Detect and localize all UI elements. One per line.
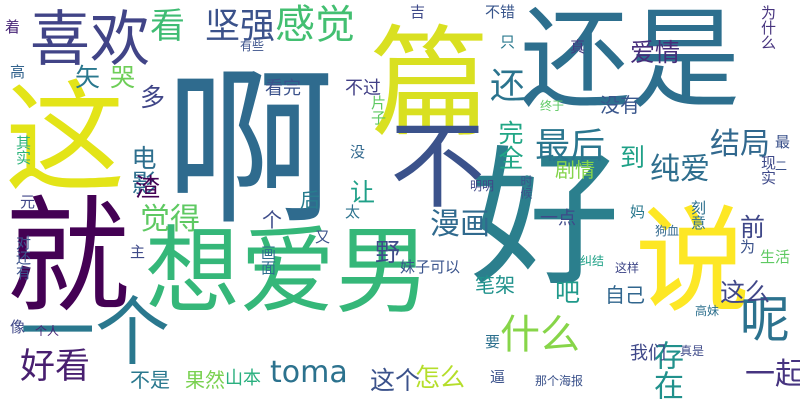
word: 对还有: [14, 235, 32, 280]
word: 多: [140, 83, 166, 112]
word: 真: [570, 38, 586, 56]
word: 不错: [485, 3, 516, 21]
word: 山本: [225, 368, 261, 389]
word: 纯爱: [650, 152, 710, 187]
word: 看完: [265, 78, 301, 99]
word: 个人: [35, 324, 60, 338]
word: 好: [470, 133, 621, 307]
word: 好看: [20, 347, 91, 387]
word: 二: [775, 159, 788, 173]
word: 觉得: [140, 202, 200, 237]
word: 高妹: [695, 304, 720, 318]
word: 现实: [759, 155, 777, 185]
word: 生活: [760, 248, 791, 266]
word: 这么: [720, 278, 771, 307]
word: 有些: [240, 39, 265, 53]
word: toma: [270, 355, 348, 390]
word: 吉: [410, 3, 426, 21]
word: 狗血: [655, 224, 680, 238]
word: 就: [5, 185, 130, 330]
word: 为: [740, 238, 756, 256]
word: 只: [500, 33, 516, 51]
word: 高: [10, 63, 26, 81]
word: 明明: [470, 179, 495, 193]
word: 又: [315, 228, 331, 246]
word: 什么: [500, 312, 580, 358]
word: 我们: [630, 343, 666, 364]
word: 个: [262, 208, 282, 232]
word: 元: [20, 193, 36, 211]
word: 还: [490, 67, 526, 107]
word: 那个海报: [535, 374, 584, 388]
word: 还是: [520, 0, 740, 124]
word: 喜欢: [30, 5, 150, 75]
word: 像: [10, 318, 26, 336]
word: 果然: [185, 368, 225, 392]
word: 结局: [710, 127, 770, 162]
word: 啊: [165, 51, 336, 249]
word: 矢: [75, 63, 101, 92]
word: 吧: [555, 278, 581, 307]
word: 漫画: [430, 207, 490, 242]
word: 怎么: [415, 363, 466, 392]
word: 感觉: [275, 2, 355, 48]
word: 坚强: [205, 7, 276, 47]
word: 到: [620, 143, 646, 172]
word: 最: [775, 133, 791, 151]
word: 渣: [135, 173, 161, 202]
word: 刻意: [689, 200, 707, 230]
word: 让: [350, 178, 376, 207]
word: 呢: [740, 291, 790, 349]
word: 逼: [490, 368, 506, 386]
word: 一个: [20, 288, 171, 376]
word: 片子: [369, 95, 387, 125]
word: 哭: [110, 63, 136, 92]
word: 时候: [519, 175, 533, 199]
word: 为什么: [759, 5, 777, 50]
word: 前: [740, 213, 766, 242]
word: 终于: [540, 99, 565, 113]
word: 一点: [540, 208, 576, 229]
word: 没: [350, 143, 366, 161]
word: 爱情: [630, 38, 681, 67]
word: 剧情: [555, 158, 595, 182]
word: 要: [485, 333, 501, 351]
word: 篇: [370, 15, 490, 154]
word: 这个: [370, 366, 421, 395]
word: 不是: [130, 368, 170, 392]
word: 主: [130, 243, 146, 261]
word: 想爱男: [145, 217, 431, 327]
word: 后: [300, 188, 320, 212]
word: 看: [150, 7, 186, 47]
word: 着: [5, 18, 21, 36]
word: 没有: [600, 93, 640, 117]
word: 笔架: [475, 273, 515, 297]
word: 存在: [648, 340, 683, 400]
word: 一起: [745, 357, 800, 392]
word: 太: [345, 203, 361, 221]
word: 野: [375, 238, 401, 267]
word: 其实: [14, 135, 32, 165]
word: 最后: [535, 127, 606, 167]
word: 真是: [680, 344, 705, 358]
word: 自己: [605, 283, 645, 307]
word: 不: [390, 112, 486, 222]
word: 这: [5, 70, 125, 209]
word: 电影: [128, 145, 157, 195]
word: 纠结: [580, 254, 605, 268]
word: 完全: [495, 120, 524, 170]
word: 不过: [345, 78, 381, 99]
word: 妈: [630, 203, 646, 221]
word: 这样: [615, 261, 640, 275]
word: 说: [635, 195, 751, 329]
word: 画面: [259, 245, 277, 275]
word: 妹子可以: [400, 258, 461, 276]
